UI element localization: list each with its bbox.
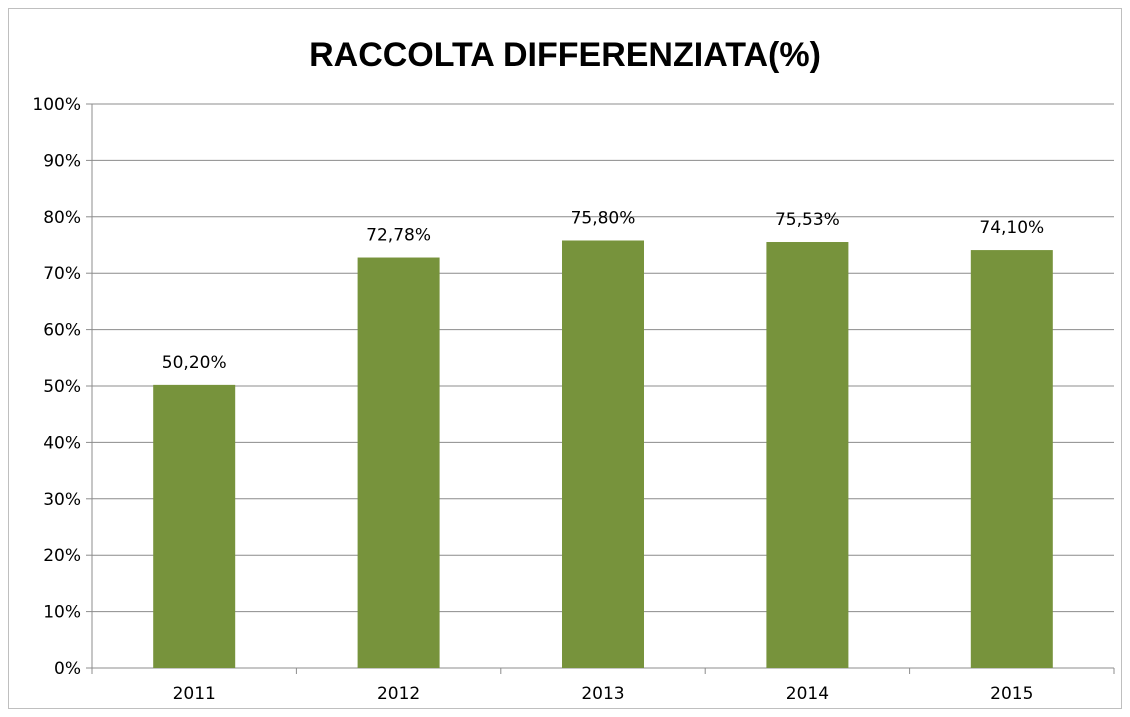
labels: 0% 10% 20% 30% 40% 50% 60% 70% 80% 90% 100% 50,20% 2… xyxy=(32,95,1044,704)
bar-2012 xyxy=(357,257,440,668)
y-tick-label: 70% xyxy=(43,264,81,284)
x-tick-label-2013: 2013 xyxy=(581,684,624,704)
data-label-2015: 74,10% xyxy=(979,218,1044,238)
bar-2015 xyxy=(970,250,1053,669)
x-tick-label-2012: 2012 xyxy=(377,684,420,704)
y-tick-label: 80% xyxy=(43,208,81,228)
gridlines xyxy=(92,103,1114,613)
bars xyxy=(153,240,1053,669)
bar-2014 xyxy=(766,242,849,668)
y-tick-label: 30% xyxy=(43,490,81,510)
y-tick-label: 0% xyxy=(54,659,81,679)
x-tick-label-2015: 2015 xyxy=(990,684,1033,704)
data-label-2013: 75,80% xyxy=(571,208,636,228)
bar-2011 xyxy=(153,384,236,668)
bar-2013 xyxy=(562,240,644,668)
y-tick-label: 10% xyxy=(43,603,81,623)
y-tick-label: 90% xyxy=(43,151,81,171)
chart-title: RACCOLTA DIFFERENZIATA(%) xyxy=(309,36,821,74)
y-tick-label: 60% xyxy=(43,321,81,341)
y-tick-label: 40% xyxy=(43,433,81,453)
data-label-2014: 75,53% xyxy=(775,210,840,230)
data-label-2012: 72,78% xyxy=(366,226,431,246)
y-tick-label: 50% xyxy=(43,377,81,397)
y-tick-label: 20% xyxy=(43,546,81,566)
x-tick-label-2014: 2014 xyxy=(786,684,829,704)
data-label-2011: 50,20% xyxy=(162,353,227,373)
y-tick-label: 100% xyxy=(32,95,81,115)
x-tick-label-2011: 2011 xyxy=(173,684,216,704)
